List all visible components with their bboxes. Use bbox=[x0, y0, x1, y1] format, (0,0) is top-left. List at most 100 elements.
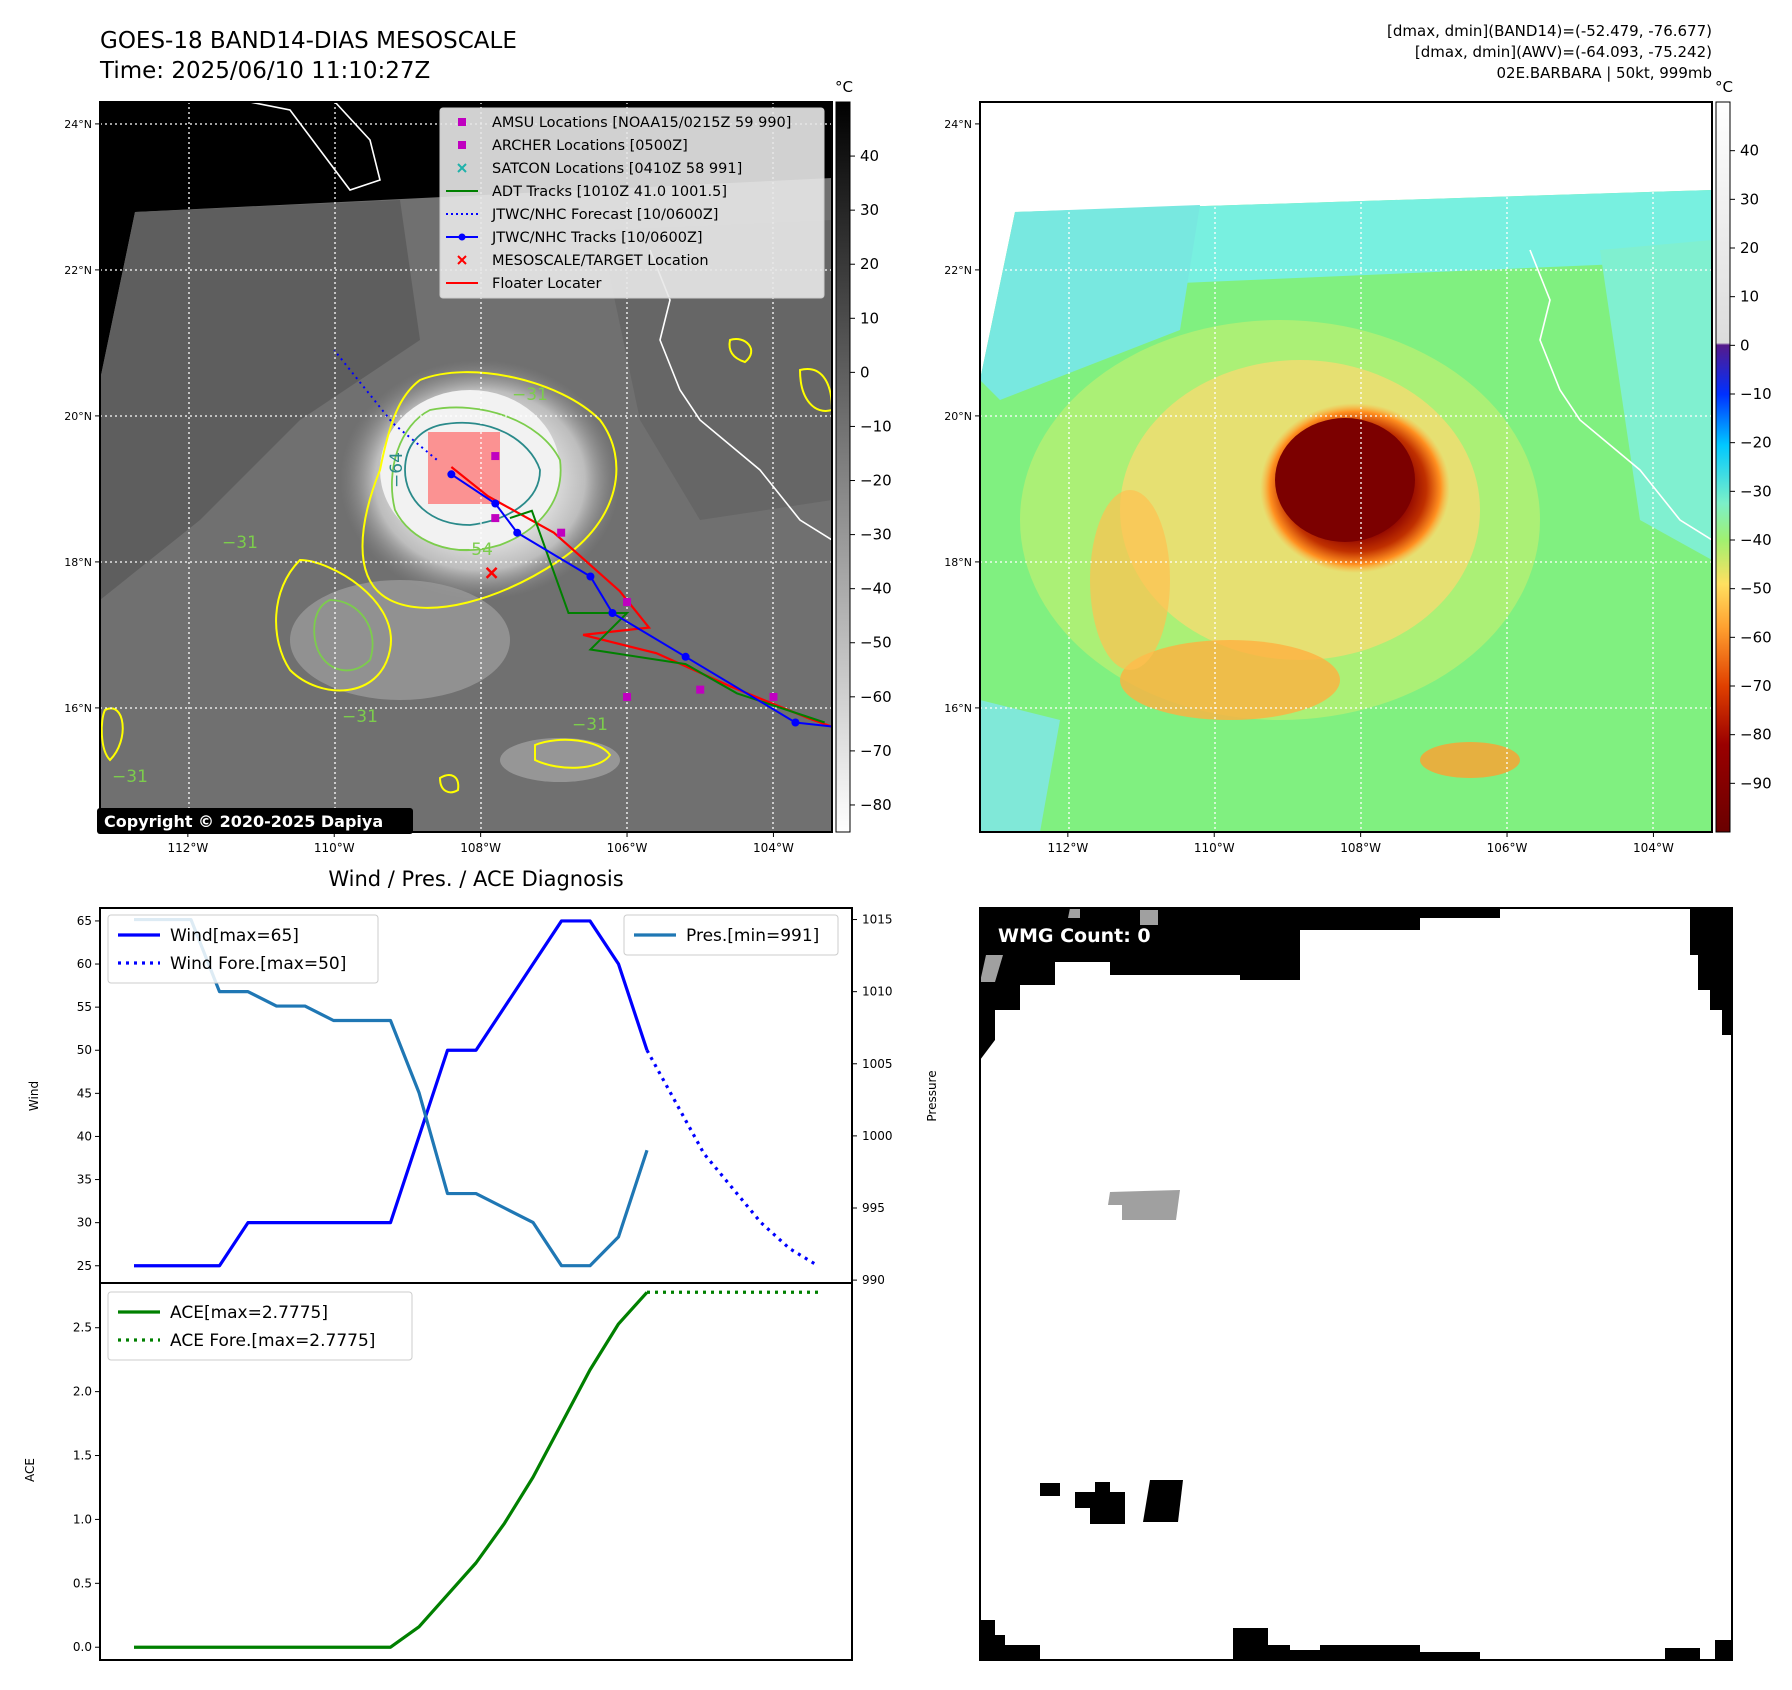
awv-lat-label: 22°N bbox=[944, 264, 972, 277]
amsu-location-marker bbox=[491, 452, 500, 461]
awv-frame bbox=[979, 101, 1713, 833]
wind-tick-label: 55 bbox=[77, 1000, 92, 1014]
ir-colorbar-label: −30 bbox=[860, 526, 892, 544]
awv-lat-label: 20°N bbox=[944, 410, 972, 423]
awv-colorbar-label: 40 bbox=[1740, 142, 1759, 160]
wind-chart-title: Wind / Pres. / ACE Diagnosis bbox=[328, 867, 623, 891]
wind-legend-box bbox=[107, 914, 379, 984]
awv-colorbar-label: 10 bbox=[1740, 288, 1759, 306]
contour-label: −31 bbox=[112, 767, 148, 787]
awv-colorbar-label: 0 bbox=[1740, 336, 1750, 354]
wind-legend-label: Wind Fore.[max=50] bbox=[170, 954, 346, 974]
jtwc-track-point bbox=[513, 528, 522, 537]
wmg-count-label: WMG Count: 0 bbox=[998, 925, 1151, 947]
figure-title-line2: Time: 2025/06/10 11:10:27Z bbox=[100, 58, 431, 84]
pressure-tick-label: 1010 bbox=[862, 985, 893, 999]
pressure-line bbox=[134, 917, 649, 1268]
jtwc-track bbox=[450, 473, 832, 728]
ace-tick-label: 2.0 bbox=[73, 1385, 92, 1399]
awv-lon-label: 106°W bbox=[1487, 841, 1528, 855]
awv-colorbar-label: −50 bbox=[1740, 580, 1772, 598]
awv-lon-label: 104°W bbox=[1633, 841, 1674, 855]
awv-colorbar-label: −60 bbox=[1740, 628, 1772, 646]
legend-entry-label: JTWC/NHC Tracks [10/0600Z] bbox=[491, 230, 703, 246]
ir-colorbar-label: −60 bbox=[860, 688, 892, 706]
ir-colorbar-label: 40 bbox=[860, 147, 879, 165]
legend-square-marker bbox=[458, 141, 466, 149]
ace-tick-label: 1.0 bbox=[73, 1512, 92, 1526]
ir-colorbar-label: 0 bbox=[860, 363, 870, 381]
ir-lon-label: 106°W bbox=[607, 841, 648, 855]
ir-lat-label: 16°N bbox=[64, 702, 92, 715]
awv-colorbar-label: −80 bbox=[1740, 726, 1772, 744]
legend-entry-label: AMSU Locations [NOAA15/0215Z 59 990] bbox=[492, 115, 791, 131]
contour-label: −31 bbox=[222, 533, 258, 553]
ir-colorbar-unit: °C bbox=[835, 78, 853, 96]
pressure-tick-label: 990 bbox=[862, 1273, 885, 1287]
awv-image bbox=[980, 102, 1712, 832]
legend-square-marker bbox=[458, 118, 466, 126]
adt-track bbox=[509, 509, 825, 724]
legend-dot bbox=[458, 233, 466, 241]
ir-frame bbox=[99, 101, 833, 833]
amsu-location-marker bbox=[623, 692, 632, 701]
ir-colorbar-label: 10 bbox=[860, 309, 879, 327]
jtwc-track-point bbox=[857, 726, 865, 734]
awv-colorbar-label: −70 bbox=[1740, 677, 1772, 695]
ace-tick-label: 0.5 bbox=[73, 1576, 92, 1590]
wind-tick-label: 40 bbox=[77, 1129, 92, 1143]
ir-lat-label: 20°N bbox=[64, 410, 92, 423]
contour-label: −31 bbox=[342, 707, 378, 727]
target-location-marker bbox=[485, 566, 498, 579]
ir-colorbar-label: −20 bbox=[860, 472, 892, 490]
pressure-ylabel: Pressure bbox=[925, 1070, 939, 1121]
awv-lon-label: 112°W bbox=[1047, 841, 1088, 855]
wind-tick-label: 45 bbox=[77, 1086, 92, 1100]
ir-colorbar-label: 30 bbox=[860, 201, 879, 219]
amsu-location-marker bbox=[623, 598, 632, 607]
ir-legend: AMSU Locations [NOAA15/0215Z 59 990] ARCH… bbox=[439, 107, 825, 299]
figure-title-line1: GOES-18 BAND14-DIAS MESOSCALE bbox=[100, 28, 517, 54]
ace-tick-label: 0.0 bbox=[73, 1640, 92, 1654]
wind-tick-label: 25 bbox=[77, 1259, 92, 1273]
jtwc-track-point bbox=[447, 470, 456, 479]
wind-tick-label: 65 bbox=[77, 914, 92, 928]
wind-tick-label: 35 bbox=[77, 1173, 92, 1187]
pressure-legend-label: Pres.[min=991] bbox=[686, 926, 819, 946]
jtwc-track-point bbox=[681, 652, 690, 661]
awv-lat-label: 24°N bbox=[944, 118, 972, 131]
awv-colorbar-label: 30 bbox=[1740, 190, 1759, 208]
ace-legend-label: ACE[max=2.7775] bbox=[170, 1303, 328, 1323]
awv-colorbar-label: −30 bbox=[1740, 482, 1772, 500]
stats-line3: 02E.BARBARA | 50kt, 999mb bbox=[1496, 64, 1712, 82]
jtwc-forecast-track bbox=[333, 349, 438, 461]
awv-colorbar-unit: °C bbox=[1715, 78, 1733, 96]
ir-lon-label: 110°W bbox=[314, 841, 355, 855]
pressure-tick-label: 1015 bbox=[862, 913, 893, 927]
copyright-text: Copyright © 2020-2025 Dapiya bbox=[104, 812, 383, 831]
ace-ylabel: ACE bbox=[23, 1458, 37, 1482]
ir-colorbar-label: −50 bbox=[860, 634, 892, 652]
jtwc-track-point bbox=[791, 718, 800, 727]
pressure-tick-label: 1005 bbox=[862, 1057, 893, 1071]
legend-entry-label: ADT Tracks [1010Z 41.0 1001.5] bbox=[492, 184, 727, 200]
ir-colorbar-label: 20 bbox=[860, 255, 879, 273]
ir-lat-label: 24°N bbox=[64, 118, 92, 131]
copyright-badge bbox=[97, 808, 413, 834]
jtwc-track-point bbox=[586, 572, 595, 581]
contour-label: −64 bbox=[387, 452, 407, 488]
ir-colorbar-label: −10 bbox=[860, 417, 892, 435]
legend-entry-label: Floater Locater bbox=[492, 276, 601, 292]
awv-colorbar-label: −40 bbox=[1740, 531, 1772, 549]
legend-x-marker bbox=[457, 255, 467, 265]
ir-colorbar-label: −80 bbox=[860, 796, 892, 814]
jtwc-track-point bbox=[491, 499, 500, 508]
legend-entry-label: JTWC/NHC Forecast [10/0600Z] bbox=[491, 207, 718, 223]
ir-lon-label: 112°W bbox=[167, 841, 208, 855]
jtwc-track-point bbox=[608, 609, 617, 617]
pressure-tick-label: 995 bbox=[862, 1201, 885, 1215]
amsu-location-marker bbox=[557, 528, 566, 537]
awv-colorbar-label: −20 bbox=[1740, 434, 1772, 452]
legend-entry-label: ARCHER Locations [0500Z] bbox=[492, 138, 688, 154]
